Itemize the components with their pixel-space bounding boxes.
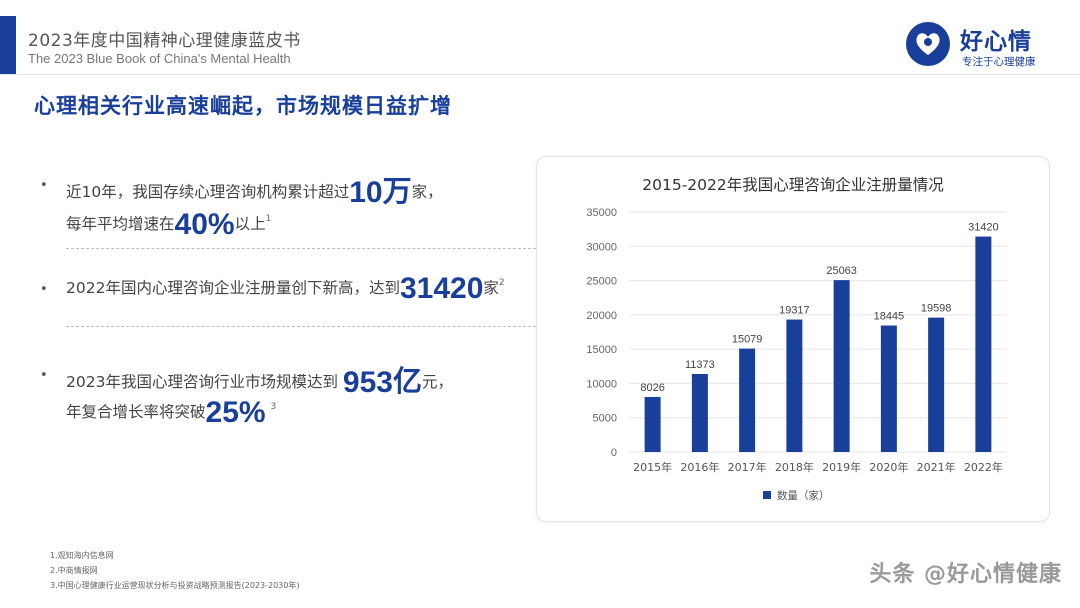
legend-label: 数量（家） xyxy=(777,489,830,502)
bullet-dot-icon: • xyxy=(40,178,48,193)
bullet-2-suffix: 家 xyxy=(483,279,499,297)
y-tick-label: 25000 xyxy=(586,276,617,288)
bullet-divider-1 xyxy=(66,248,546,249)
y-tick-label: 30000 xyxy=(586,241,617,253)
x-tick-label: 2018年 xyxy=(775,460,814,474)
bullet-1-highlight-unit: 万 xyxy=(382,174,412,208)
data-label: 8026 xyxy=(640,382,664,394)
logo-tagline: 专注于心理健康 xyxy=(962,56,1036,68)
bullet-3-highlight-2: 25% xyxy=(205,396,266,429)
header-divider xyxy=(0,74,1080,75)
bullet-3-suffix: 元， xyxy=(421,373,453,391)
bullet-3-text: 2023年我国心理咨询行业市场规模达到 xyxy=(66,373,338,391)
bullet-1-highlight: 10 xyxy=(349,176,383,209)
header-title-cn: 2023年度中国精神心理健康蓝皮书 xyxy=(28,31,301,51)
bullet-2-line-1: 2022年国内心理咨询企业注册量创下新高，达到31420家2 xyxy=(66,272,505,306)
bullet-divider-2 xyxy=(66,326,546,327)
footnote-1: 1.观知海内信息网 xyxy=(50,551,114,560)
y-tick-label: 5000 xyxy=(593,413,617,425)
bar-chart: 2015-2022年我国心理咨询企业注册量情况 0 5000 10000 15000 20… xyxy=(586,176,1007,502)
x-tick-label: 2015年 xyxy=(633,460,672,474)
bullet-3-line-2: 年复合增长率将突破25% 3 xyxy=(66,396,276,430)
bullet-3-highlight: 953 xyxy=(342,366,393,399)
legend-swatch xyxy=(763,491,771,499)
y-tick-label: 10000 xyxy=(586,378,617,390)
bullet-1-line-1: 近10年，我国存续心理咨询机构累计超过10万家， xyxy=(66,168,443,210)
watermark: 头条 @好心情健康 xyxy=(869,562,1062,587)
bullet-1-text: 近10年，我国存续心理咨询机构累计超过 xyxy=(66,183,350,201)
bullet-dot-icon: • xyxy=(40,368,48,383)
footnote-3: 3.中国心理健康行业运营现状分析与投资战略预测报告(2023-2030年) xyxy=(50,581,300,590)
bar xyxy=(880,325,897,452)
header-accent-bar xyxy=(0,16,16,74)
slide-title: 心理相关行业高速崛起，市场规模日益扩增 xyxy=(34,94,452,118)
footnote-ref-2: 2 xyxy=(498,278,505,288)
chart-title: 2015-2022年我国心理咨询企业注册量情况 xyxy=(642,176,944,194)
data-label: 19598 xyxy=(921,303,952,315)
y-tick-label: 0 xyxy=(611,447,617,459)
bullet-3-text-2: 年复合增长率将突破 xyxy=(66,403,206,421)
bullet-1-highlight-2: 40% xyxy=(174,208,235,241)
footnote-ref-3: 3 xyxy=(270,402,277,412)
footnotes: 1.观知海内信息网 2.中商情报网 3.中国心理健康行业运营现状分析与投资战略预… xyxy=(50,548,299,593)
bullet-1-suffix: 家， xyxy=(411,183,443,201)
bullet-1-line-2: 每年平均增速在40%以上1 xyxy=(66,208,271,242)
bar xyxy=(928,317,945,452)
bar xyxy=(739,348,756,452)
brain-heart-icon xyxy=(906,22,950,66)
footnote-2: 2.中商情报网 xyxy=(50,566,98,575)
data-label: 31420 xyxy=(968,222,999,234)
data-label: 18445 xyxy=(874,311,905,323)
y-tick-label: 35000 xyxy=(586,207,617,219)
bullet-2-highlight: 31420 xyxy=(399,272,484,305)
chart-card: 2015-2022年我国心理咨询企业注册量情况 0 5000 10000 15000 20… xyxy=(536,156,1050,522)
bullet-1-text-2: 每年平均增速在 xyxy=(66,215,175,233)
logo-name: 好心情 xyxy=(960,29,1032,55)
bar xyxy=(786,319,803,452)
x-tick-label: 2022年 xyxy=(964,460,1003,474)
bullet-1-suffix-2: 以上 xyxy=(234,215,266,233)
x-tick-label: 2021年 xyxy=(917,460,956,474)
footnote-ref-1: 1 xyxy=(265,214,272,224)
data-label: 25063 xyxy=(826,265,857,277)
x-tick-label: 2020年 xyxy=(869,460,908,474)
bullet-2-text: 2022年国内心理咨询企业注册量创下新高，达到 xyxy=(66,279,400,297)
brand-logo: 好心情 专注于心理健康 xyxy=(904,18,1052,72)
bar xyxy=(691,374,708,452)
bar xyxy=(833,280,850,452)
bullet-3-line-1: 2023年我国心理咨询行业市场规模达到 953亿元， xyxy=(66,358,453,400)
data-label: 19317 xyxy=(779,305,810,317)
x-tick-label: 2016年 xyxy=(680,460,719,474)
data-label: 11373 xyxy=(685,359,715,371)
bullet-dot-icon: • xyxy=(40,282,48,297)
y-tick-label: 15000 xyxy=(586,344,617,356)
x-tick-label: 2019年 xyxy=(822,460,861,474)
bullet-3-highlight-unit: 亿 xyxy=(392,364,422,398)
y-tick-label: 20000 xyxy=(586,310,617,322)
data-label: 15079 xyxy=(732,334,763,346)
header-title-en: The 2023 Blue Book of China's Mental Hea… xyxy=(28,51,291,66)
bar xyxy=(975,236,992,452)
bar xyxy=(644,396,661,452)
x-tick-label: 2017年 xyxy=(728,460,767,474)
